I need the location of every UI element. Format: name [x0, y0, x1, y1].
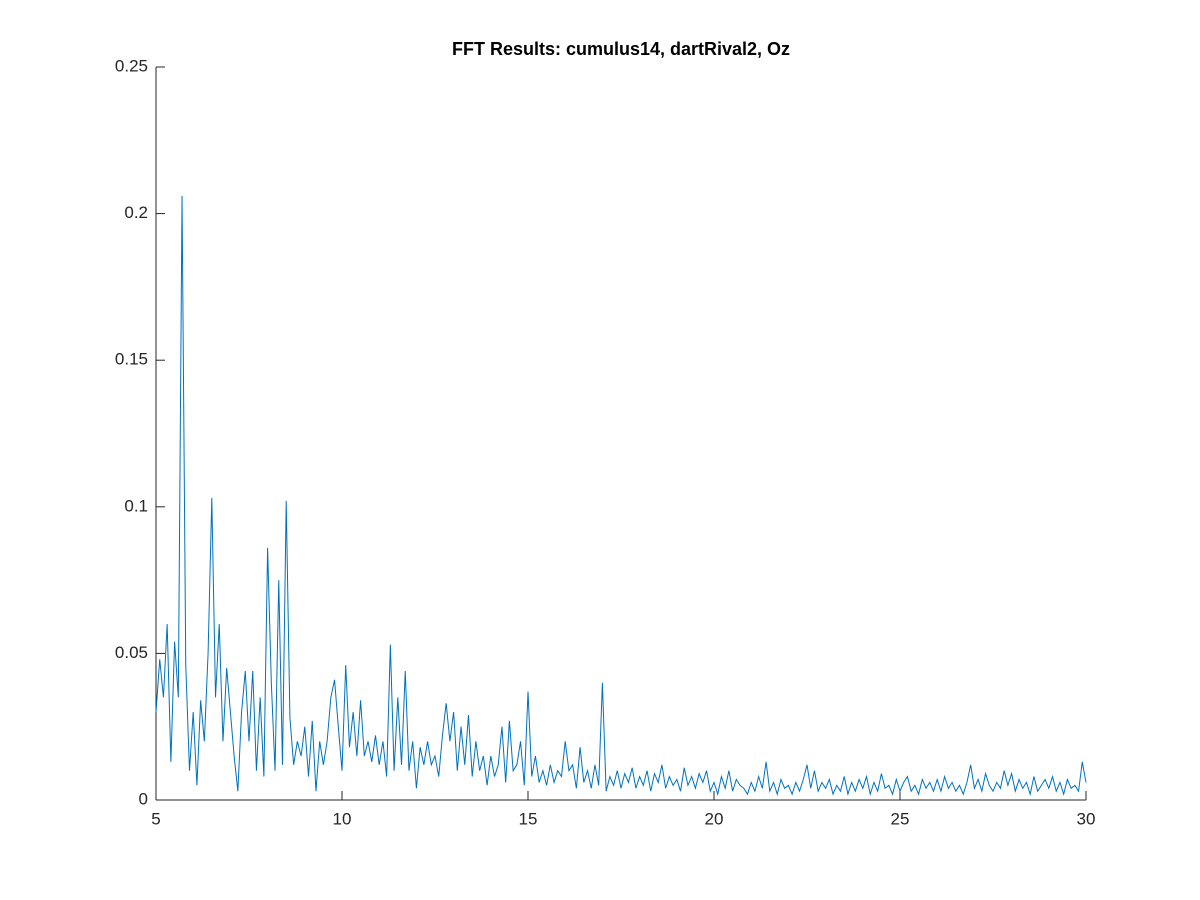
x-tick-label: 5	[151, 809, 160, 828]
x-tick-label: 10	[333, 809, 352, 828]
y-tick-label: 0.25	[115, 56, 148, 75]
line-series	[155, 196, 1087, 797]
x-tick-label: 15	[519, 809, 538, 828]
x-tick-label: 20	[705, 809, 724, 828]
y-tick-label: 0.2	[124, 203, 148, 222]
y-tick-label: 0.05	[115, 643, 148, 662]
y-tick-label: 0.1	[124, 496, 148, 515]
x-tick-label: 25	[891, 809, 910, 828]
y-tick-label: 0.15	[115, 350, 148, 369]
y-tick-label: 0	[139, 789, 148, 808]
chart-title: FFT Results: cumulus14, dartRival2, Oz	[452, 39, 790, 59]
x-tick-label: 30	[1077, 809, 1096, 828]
